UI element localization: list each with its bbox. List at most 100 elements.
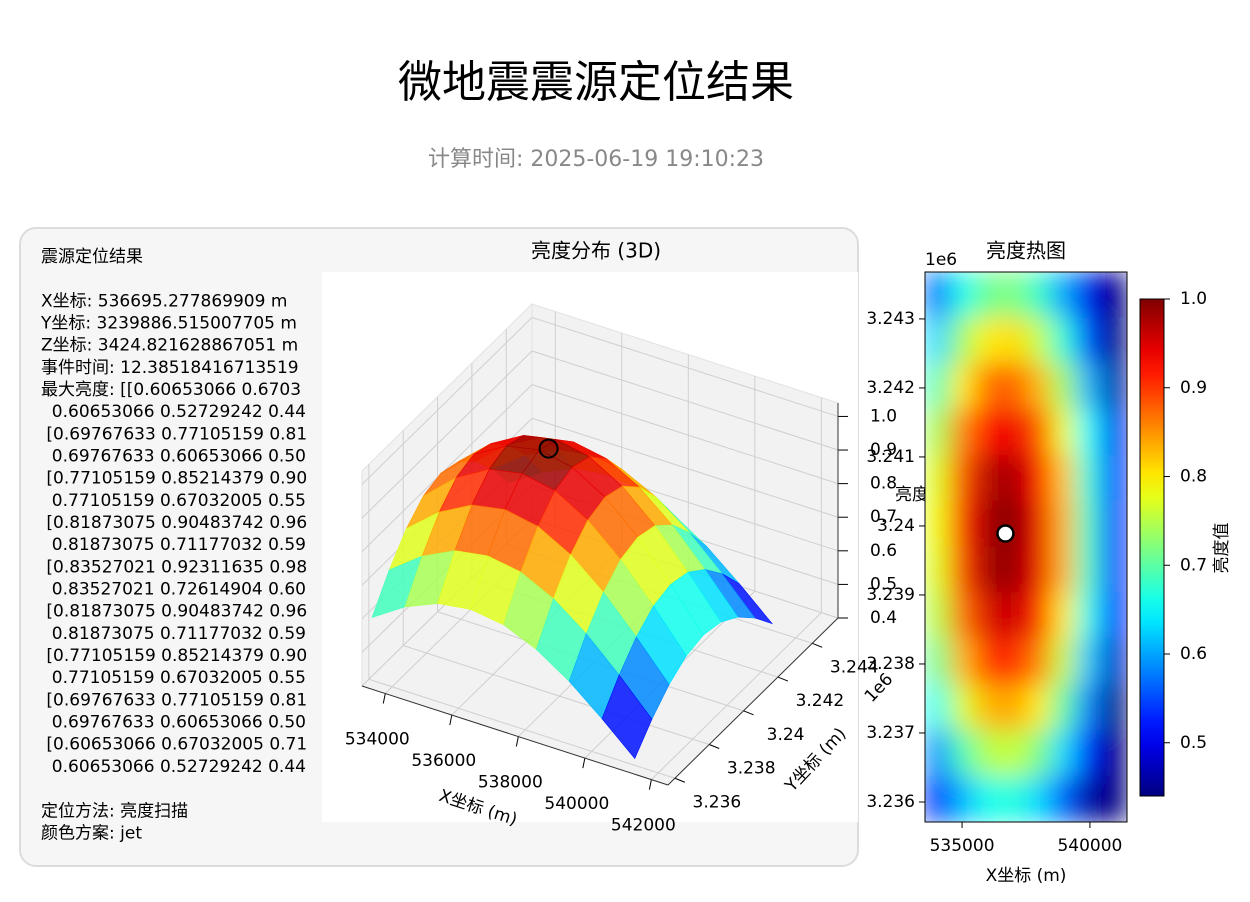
info-text: 震源定位结果 X坐标: 536695.277869909 m Y坐标: 323988…: [40, 247, 307, 843]
panel-line: 0.77105159 0.67032005 0.55: [41, 668, 306, 688]
heatmap-cell: [1025, 317, 1052, 365]
heatmap-cell: [1000, 546, 1027, 594]
heatmap-cell: [975, 546, 1002, 594]
heatmap-cell: [1050, 363, 1077, 410]
axis-line: [361, 685, 669, 786]
y-tick-label: 3.24: [767, 725, 805, 745]
heatmap-cell: [1050, 638, 1077, 685]
source-marker: [538, 438, 559, 459]
heatmap-cell: [1101, 317, 1127, 365]
heatmap-cell: [1000, 454, 1027, 502]
y-tick-label: 3.239: [866, 585, 915, 605]
heatmap-cell: [949, 775, 976, 822]
panel-line: [0.69767633 0.77105159 0.81: [41, 690, 307, 710]
tick-mark: [674, 777, 686, 783]
heatmap-cell: [949, 729, 976, 777]
heatmap-cell: [1076, 317, 1103, 365]
panel-line: 颜色方案: jet: [41, 823, 142, 843]
heatmap-cell: [1101, 638, 1127, 685]
heatmap-axes: 亮度热图 1e6 535000 540000 3.236 3.237 3.238 3.239 3…: [866, 239, 1232, 887]
colorbar-tick-label: 0.9: [1180, 378, 1207, 398]
panel-line: X坐标: 536695.277869909 m: [41, 291, 287, 311]
panel-line: 0.81873075 0.71177032 0.59: [41, 624, 306, 644]
colorbar-tick-label: 0.7: [1180, 555, 1207, 575]
heatmap-cell: [949, 546, 976, 594]
grid-line: [651, 612, 822, 780]
heatmap-cell: [1025, 684, 1052, 731]
heatmap-cell: [975, 363, 1002, 410]
panel-line: Y坐标: 3239886.515007705 m: [40, 314, 297, 334]
heatmap-cell: [949, 363, 976, 410]
heatmap-cell: [1050, 272, 1077, 319]
tick-mark: [449, 714, 453, 726]
heatmap-cell: [1101, 454, 1127, 502]
tick-mark: [382, 693, 386, 704]
panel-line: 定位方法: 亮度扫描: [41, 801, 188, 821]
y-tick-label: 3.242: [796, 691, 845, 711]
heatmap-cell: [925, 638, 951, 685]
surface-face: [601, 674, 653, 760]
x-tick-label: 535000: [930, 836, 995, 856]
heatmap-cell: [1076, 684, 1103, 731]
panel-line: [0.83527021 0.92311635 0.98: [41, 557, 307, 577]
heatmap-cell: [1101, 272, 1127, 319]
panel-line: 0.69767633 0.60653066 0.50: [41, 447, 306, 467]
tick-mark: [812, 642, 823, 648]
y-tick-label: 3.236: [866, 792, 915, 812]
heatmap-cell: [1050, 729, 1077, 777]
z-tick-label: 0.5: [870, 574, 897, 594]
heatmap-cell: [1050, 317, 1077, 365]
y-tick-label: 3.243: [866, 309, 915, 329]
panel-line: Z坐标: 3424.821628867051 m: [41, 336, 298, 356]
heatmap-cell: [1025, 775, 1052, 822]
heatmap-cell: [1000, 272, 1027, 319]
panel-line: [0.81873075 0.90483742 0.96: [41, 602, 307, 622]
panel-line: 0.60653066 0.52729242 0.44: [41, 402, 306, 422]
heatmap-cell: [975, 272, 1002, 319]
panel-line: [0.77105159 0.85214379 0.90: [41, 646, 307, 666]
heatmap-cell: [925, 684, 951, 731]
z-tick-label: 0.8: [870, 474, 897, 494]
page-title: 微地震震源定位结果: [398, 57, 794, 108]
grid-line: [531, 417, 839, 518]
panel-line: [0.81873075 0.90483742 0.96: [41, 513, 307, 533]
heatmap-cells: [925, 272, 1127, 822]
grid-line: [531, 316, 839, 417]
heatmap-cell: [1076, 729, 1103, 777]
colorbar: [1139, 298, 1165, 797]
heatmap-cell: [975, 592, 1002, 640]
heatmap-cell: [1101, 684, 1127, 731]
y-tick-label: 3.237: [866, 723, 915, 743]
heatmap-cell: [975, 317, 1002, 365]
heatmap-cell: [1101, 363, 1127, 410]
panel-line: 0.83527021 0.72614904 0.60: [41, 580, 306, 600]
heatmap-cell: [949, 638, 976, 685]
panel-line: 0.77105159 0.67032005 0.55: [41, 491, 306, 511]
heatmap-cell: [975, 409, 1002, 456]
heatmap-cell: [1050, 775, 1077, 822]
heatmap-cell: [1076, 272, 1103, 319]
panel-line: [0.77105159 0.85214379 0.90: [41, 469, 307, 489]
heatmap-cell: [949, 409, 976, 456]
heatmap-cell: [1025, 409, 1052, 456]
y-tick-label: 3.242: [866, 378, 915, 398]
z-tick-label: 0.6: [870, 541, 897, 561]
colorbar-tick-label: 0.6: [1180, 644, 1207, 664]
z-tick-label: 1.0: [870, 406, 897, 426]
heatmap-cell: [1076, 592, 1103, 640]
heatmap-cell: [1076, 638, 1103, 685]
heatmap-cell: [1101, 729, 1127, 777]
y-tick-label: 3.244: [830, 657, 879, 677]
heatmap-cell: [925, 409, 951, 456]
heatmap-cell: [1025, 546, 1052, 594]
colorbar-label: 亮度值: [1212, 523, 1232, 574]
heatmap-cell: [1076, 546, 1103, 594]
grid-line: [531, 350, 839, 451]
heatmap-cell: [925, 546, 951, 594]
heatmap-cell: [1025, 592, 1052, 640]
colorbar-tick-label: 1.0: [1180, 289, 1207, 309]
panel-line: [0.69767633 0.77105159 0.81: [41, 424, 307, 444]
heatmap-cell: [1025, 500, 1052, 548]
heatmap-cell: [1076, 409, 1103, 456]
